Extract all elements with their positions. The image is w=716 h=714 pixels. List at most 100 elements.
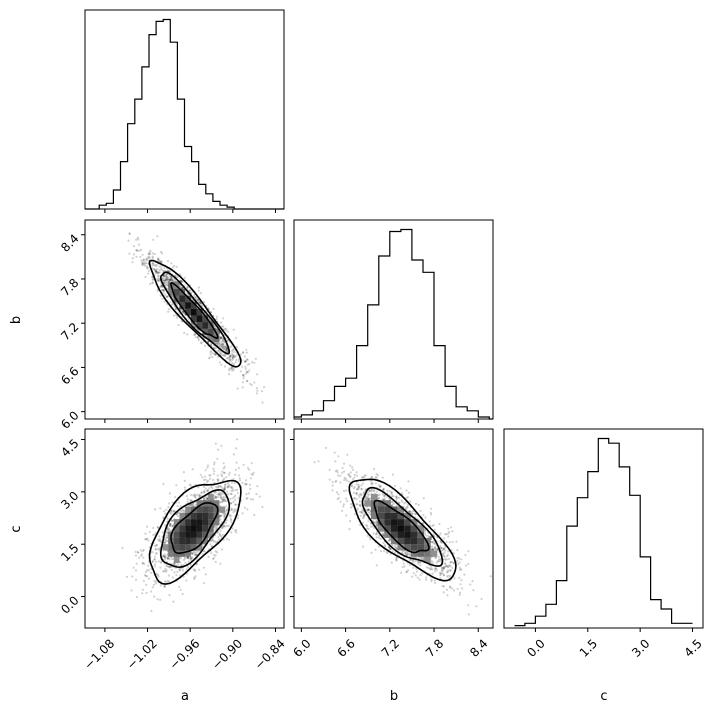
sample-point — [163, 274, 166, 277]
sample-point — [199, 292, 202, 295]
sample-point — [441, 569, 444, 572]
sample-point — [142, 262, 145, 266]
sample-point — [375, 564, 378, 567]
sample-point — [143, 562, 146, 566]
sample-point — [188, 289, 191, 292]
sample-point — [168, 558, 171, 561]
sample-point — [219, 337, 223, 340]
sample-point — [198, 494, 201, 497]
sample-point — [225, 346, 228, 350]
sample-point — [361, 476, 364, 479]
sample-point — [135, 249, 138, 252]
sample-point — [231, 358, 234, 361]
sample-point — [168, 492, 171, 495]
sample-point — [154, 264, 157, 267]
sample-point — [183, 331, 186, 335]
sample-point — [367, 508, 370, 512]
sample-point — [200, 304, 204, 307]
sample-point — [231, 367, 234, 370]
sample-point — [193, 493, 196, 496]
sample-point — [412, 559, 415, 562]
sample-point — [405, 506, 409, 509]
sample-point — [434, 548, 437, 551]
sample-point — [220, 475, 224, 478]
sample-point — [220, 497, 223, 500]
sample-point — [156, 235, 159, 238]
sample-point — [411, 512, 414, 515]
sample-point — [250, 473, 253, 476]
sample-point — [204, 478, 207, 481]
density-cell — [185, 519, 191, 526]
sample-point — [430, 566, 433, 569]
sample-point — [404, 550, 407, 553]
sample-point — [135, 562, 138, 565]
sample-point — [406, 550, 409, 554]
density-cell — [202, 525, 208, 532]
sample-point — [253, 513, 256, 517]
sample-point — [131, 575, 134, 578]
sample-point — [365, 496, 368, 499]
sample-point — [164, 558, 167, 561]
sample-point — [171, 576, 175, 579]
sample-point — [226, 482, 229, 485]
sample-point — [232, 347, 235, 350]
sample-point — [437, 555, 440, 558]
sample-point — [391, 493, 394, 496]
sample-point — [214, 560, 217, 564]
sample-point — [365, 497, 368, 500]
sample-point — [417, 563, 420, 566]
sample-point — [169, 278, 172, 281]
sample-point — [212, 557, 216, 560]
sample-point — [390, 491, 393, 494]
sample-point — [218, 351, 222, 354]
sample-point — [421, 572, 424, 575]
sample-point — [446, 566, 449, 569]
sample-point — [458, 566, 461, 570]
sample-point — [175, 513, 178, 516]
sample-point — [460, 579, 463, 582]
sample-point — [363, 474, 366, 478]
sample-point — [446, 575, 449, 578]
density-cell — [404, 531, 411, 538]
sample-point — [185, 579, 188, 582]
sample-point — [147, 577, 150, 580]
sample-point — [343, 476, 346, 479]
sample-point — [191, 557, 194, 560]
sample-point — [157, 279, 161, 282]
sample-point — [337, 474, 340, 477]
sample-point — [177, 511, 180, 515]
sample-point — [442, 537, 446, 540]
sample-point — [360, 510, 363, 513]
sample-point — [127, 239, 130, 242]
sample-point — [433, 568, 436, 571]
sample-point — [150, 590, 153, 593]
sample-point — [145, 257, 148, 260]
sample-point — [361, 482, 365, 485]
sample-point — [246, 380, 249, 383]
density-cell — [179, 544, 186, 551]
sample-point — [215, 525, 218, 528]
sample-point — [170, 277, 173, 280]
density-cell — [196, 519, 203, 526]
sample-point — [447, 532, 450, 535]
sample-point — [406, 553, 409, 556]
sample-point — [378, 534, 381, 537]
sample-point — [339, 474, 342, 477]
sample-point — [411, 510, 415, 513]
sample-point — [429, 511, 432, 514]
sample-point — [469, 583, 472, 586]
sample-point — [229, 519, 233, 522]
sample-point — [244, 360, 247, 363]
sample-point — [141, 261, 144, 264]
sample-point — [218, 493, 221, 496]
sample-point — [210, 485, 213, 489]
sample-point — [218, 342, 221, 345]
sample-point — [246, 508, 249, 511]
sample-point — [236, 387, 239, 390]
sample-point — [391, 495, 394, 498]
sample-point — [202, 498, 206, 501]
sample-point — [220, 345, 223, 348]
sample-point — [169, 524, 172, 527]
sample-point — [125, 575, 128, 579]
sample-point — [355, 483, 358, 486]
